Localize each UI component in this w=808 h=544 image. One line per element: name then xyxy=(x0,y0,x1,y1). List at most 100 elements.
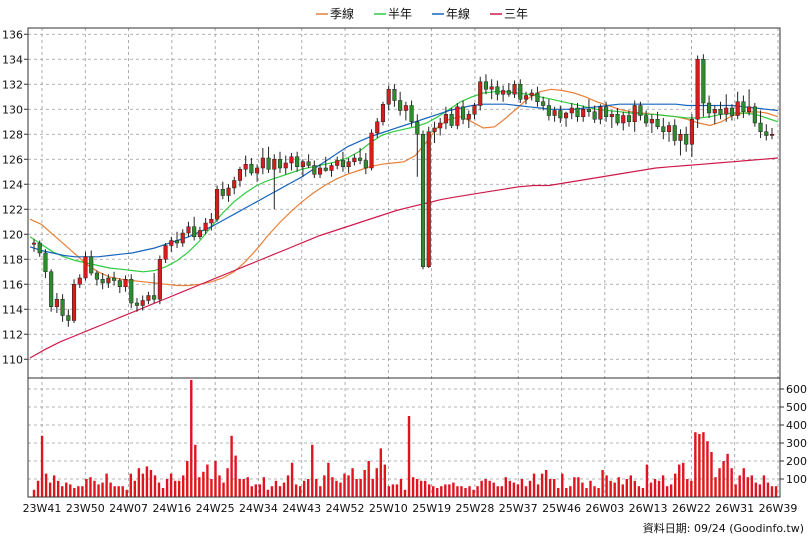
price-tick-label: 116 xyxy=(2,278,23,291)
candlestick xyxy=(523,91,529,105)
candlestick xyxy=(735,91,740,120)
candlestick xyxy=(489,79,494,100)
candlestick xyxy=(626,110,632,127)
volume-bar xyxy=(117,486,120,497)
volume-bar xyxy=(561,473,564,497)
candlestick xyxy=(317,164,323,178)
volume-bar xyxy=(694,432,697,497)
half-ma-line xyxy=(29,91,779,273)
volume-bar xyxy=(702,432,705,497)
candle-body xyxy=(695,59,700,120)
volume-bar xyxy=(234,455,237,497)
volume-bar xyxy=(226,468,229,497)
volume-bar xyxy=(202,471,205,497)
candlestick xyxy=(369,129,374,171)
volume-bar xyxy=(375,468,378,497)
volume-tick-label: 500 xyxy=(786,401,807,414)
candle-body xyxy=(380,104,386,122)
legend-label: 半年 xyxy=(388,7,412,21)
volume-bar xyxy=(621,484,624,497)
candlestick xyxy=(409,100,414,127)
candlestick xyxy=(724,94,729,122)
candle-body xyxy=(335,160,340,166)
volume-bar xyxy=(774,486,778,497)
volume-bar xyxy=(101,482,104,497)
price-tick-label: 134 xyxy=(2,53,23,66)
volume-bar xyxy=(48,482,52,497)
volume-bar xyxy=(770,486,774,497)
candle-body xyxy=(260,157,265,169)
candlestick xyxy=(415,114,420,177)
candle-body xyxy=(581,109,586,117)
x-tick-label: 26W39 xyxy=(759,502,798,515)
volume-bar xyxy=(355,479,358,497)
volume-bar xyxy=(395,484,399,497)
candle-body xyxy=(466,114,471,120)
volume-bar xyxy=(105,473,108,497)
candlestick xyxy=(346,158,351,173)
price-tick-label: 122 xyxy=(2,203,23,216)
volume-tick-label: 300 xyxy=(786,437,807,450)
candle-body xyxy=(272,159,277,170)
candlestick xyxy=(386,85,391,111)
candlestick xyxy=(249,158,254,176)
candlestick xyxy=(289,153,294,171)
volume-bar xyxy=(89,477,92,497)
volume-bar xyxy=(407,416,411,497)
candle-body xyxy=(604,106,609,117)
candlestick xyxy=(180,229,185,247)
plot-frame xyxy=(27,27,781,498)
axes: 110 112 114 116 118 120 122 124 126 128 130 132 134 1… xyxy=(2,27,807,515)
volume-bar xyxy=(383,464,387,497)
candle-body xyxy=(689,119,694,145)
candlestick xyxy=(598,104,603,125)
candlestick xyxy=(718,101,723,120)
candlestick xyxy=(541,96,546,111)
volume-bar xyxy=(686,479,689,497)
volume-tick-label: 600 xyxy=(786,383,807,396)
candlestick xyxy=(501,85,506,102)
volume-bar xyxy=(153,475,157,497)
volume-bar xyxy=(133,480,137,497)
candle-body xyxy=(363,160,368,169)
candle-body xyxy=(598,106,603,120)
volume-bar xyxy=(52,475,56,497)
candlestick xyxy=(569,103,574,120)
candle-body xyxy=(621,115,626,124)
legend-label: 三年 xyxy=(504,7,528,21)
candle-body xyxy=(546,105,551,116)
candle-body xyxy=(215,189,220,220)
candlestick xyxy=(335,156,340,170)
candle-body xyxy=(83,256,88,279)
volume-bar xyxy=(532,473,536,497)
volume-bar xyxy=(210,479,213,497)
volume-bar xyxy=(460,486,463,497)
candle-body xyxy=(666,125,672,132)
volume-bar xyxy=(347,475,350,497)
volume-bar xyxy=(399,479,403,497)
volume-bar xyxy=(270,486,274,497)
candle-body xyxy=(77,277,82,285)
price-tick-label: 124 xyxy=(2,178,23,191)
candle-body xyxy=(352,157,357,162)
x-tick-label: 24W52 xyxy=(326,502,365,515)
volume-bar xyxy=(282,482,286,497)
volume-bar xyxy=(319,486,322,497)
candlestick xyxy=(226,184,231,202)
candlestick xyxy=(466,110,471,128)
candlestick xyxy=(106,274,111,288)
candlestick xyxy=(586,99,591,117)
volume-bar xyxy=(589,480,592,497)
volume-bar xyxy=(190,380,193,497)
candle-body xyxy=(586,109,591,112)
volume-bar xyxy=(746,477,749,497)
candlestick xyxy=(192,216,197,241)
candlestick xyxy=(49,269,54,312)
volume-bar xyxy=(730,468,733,497)
candle-body xyxy=(369,132,374,169)
candlestick xyxy=(358,148,363,165)
candlestick xyxy=(232,176,237,195)
volume-bar xyxy=(581,482,584,497)
candle-body xyxy=(747,106,752,112)
